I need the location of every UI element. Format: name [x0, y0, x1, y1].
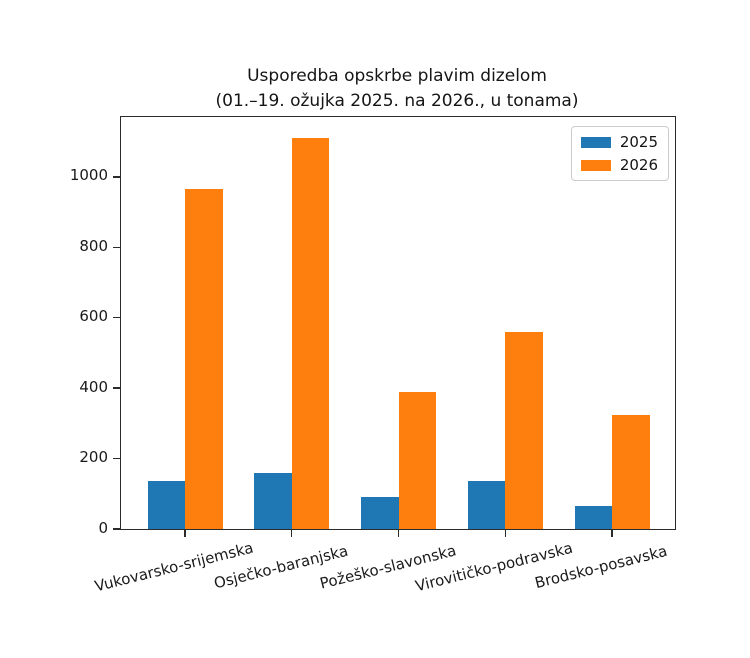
legend-label-2025: 2025 [619, 133, 658, 151]
y-tick-mark [113, 457, 120, 460]
chart-title-line2: (01.–19. ožujka 2025. na 2026., u tonama… [215, 91, 579, 111]
chart-title: Usporedba opskrbe plavim dizelom (01.–19… [120, 64, 674, 114]
y-tick-mark [113, 246, 120, 248]
bar-2026-1 [291, 138, 330, 529]
y-tick-label: 600 [79, 307, 108, 326]
x-tick-mark [397, 530, 400, 537]
legend-item-2025: 2025 [580, 133, 658, 151]
bar-2025-4 [574, 506, 612, 529]
x-tick-mark [504, 530, 506, 537]
bar-2026-0 [185, 189, 223, 529]
x-tick-mark [184, 530, 186, 537]
bar-2026-3 [505, 331, 543, 529]
x-tick-mark [611, 530, 613, 537]
legend: 2025 2026 [570, 126, 669, 181]
legend-swatch-2025-icon [580, 136, 611, 148]
y-tick-mark [113, 317, 120, 319]
bar-2025-2 [361, 497, 399, 529]
bar-2025-1 [254, 472, 292, 529]
legend-swatch-2026-icon [580, 159, 611, 171]
chart-title-line1: Usporedba opskrbe plavim dizelom [247, 66, 547, 86]
legend-label-2026: 2026 [619, 156, 658, 174]
y-tick-label: 800 [79, 236, 108, 255]
bar-2026-4 [612, 414, 650, 529]
x-tick-mark [291, 530, 293, 537]
plot-area: 2025 2026 [113, 116, 676, 537]
y-tick-mark [113, 176, 120, 178]
y-tick-mark [113, 387, 120, 389]
y-tick-mark [113, 528, 120, 530]
y-tick-label: 0 [98, 518, 108, 537]
bar-2026-2 [398, 391, 436, 529]
bar-2025-3 [467, 481, 506, 529]
y-tick-label: 1000 [69, 166, 108, 185]
y-tick-label: 200 [79, 448, 108, 467]
bar-2025-0 [147, 481, 185, 529]
legend-item-2026: 2026 [580, 156, 658, 174]
y-tick-label: 400 [79, 377, 108, 396]
